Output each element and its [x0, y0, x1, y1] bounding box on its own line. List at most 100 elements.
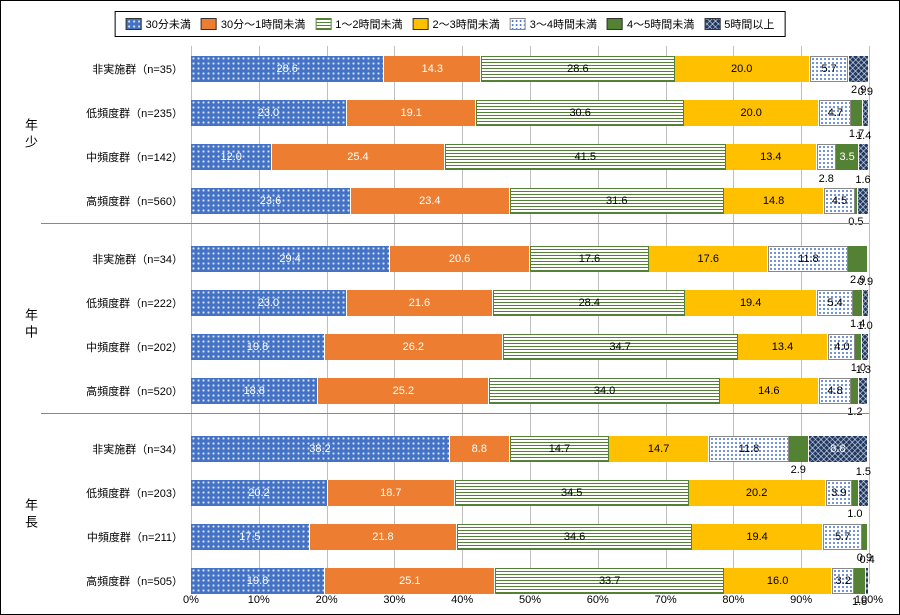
- row-label: 非実施群（n=34）: [92, 441, 183, 457]
- legend-item: 30分～1時間未満: [201, 16, 305, 32]
- bar-segment: 8.8: [809, 436, 869, 462]
- row-label: 中頻度群（n=211）: [87, 529, 183, 545]
- stacked-bar: 18.825.234.014.64.81.21.3: [191, 378, 869, 404]
- bar-segment: 21.8: [310, 524, 458, 550]
- bar-segment: 25.1: [325, 568, 495, 594]
- row-label: 低頻度群（n=222）: [86, 295, 183, 311]
- x-tick-label: 50%: [519, 594, 541, 606]
- bar-segment: 33.7: [495, 568, 723, 594]
- x-tick-label: 90%: [790, 594, 812, 606]
- segment-value: 25.1: [399, 575, 420, 587]
- group-label: 年中: [21, 308, 40, 342]
- segment-value: 19.8: [247, 341, 268, 353]
- bar-segment: 1.0: [855, 334, 862, 360]
- legend-swatch: [412, 18, 428, 30]
- segment-value: 1.8: [852, 596, 867, 608]
- segment-value: 26.2: [403, 341, 424, 353]
- segment-value: 13.4: [772, 341, 793, 353]
- gridline: [869, 46, 870, 584]
- bar-row: 中頻度群（n=142）12.025.441.513.42.83.51.4: [191, 144, 869, 170]
- bar-segment: 11.8: [709, 436, 789, 462]
- bar-row: 高頻度群（n=505）19.825.133.716.03.21.80.4: [191, 568, 869, 594]
- bar-segment: 20.0: [684, 100, 820, 126]
- segment-value: 17.5: [239, 531, 260, 543]
- x-tick-label: 30%: [383, 594, 405, 606]
- bar-segment: 12.0: [191, 144, 272, 170]
- stacked-bar: 23.019.130.620.04.71.70.9: [191, 100, 869, 126]
- bar-segment: 25.2: [318, 378, 489, 404]
- segment-value: 5.4: [828, 297, 843, 309]
- bar-segment: 20.2: [191, 480, 328, 506]
- x-tick-label: 20%: [316, 594, 338, 606]
- legend-item: 4～5時間未満: [607, 16, 694, 32]
- x-tick-label: 0%: [183, 594, 199, 606]
- bar-row: 低頻度群（n=203）20.218.734.520.23.91.01.5: [191, 480, 869, 506]
- bar-row: 非実施群（n=34）38.28.814.714.711.82.98.8: [191, 436, 869, 462]
- segment-value: 3.9: [831, 487, 846, 499]
- bar-segment: 28.4: [493, 290, 685, 316]
- segment-value: 25.2: [393, 385, 414, 397]
- segment-value: 19.4: [740, 297, 761, 309]
- bar-segment: 0.9: [863, 100, 869, 126]
- bar-segment: 20.6: [390, 246, 530, 272]
- bar-segment: 28.6: [191, 56, 384, 82]
- segment-value: 21.6: [409, 297, 430, 309]
- row-label: 中頻度群（n=142）: [86, 149, 183, 165]
- bar-segment: 4.8: [819, 378, 852, 404]
- bar-row: 低頻度群（n=222）23.021.628.419.45.41.40.9: [191, 290, 869, 316]
- x-tick-label: 40%: [451, 594, 473, 606]
- segment-value: 21.8: [372, 531, 393, 543]
- segment-value: 0.9: [858, 276, 873, 288]
- bar-segment: 34.5: [455, 480, 689, 506]
- segment-value: 23.6: [260, 195, 281, 207]
- segment-value: 5.7: [821, 63, 836, 75]
- bar-segment: 23.4: [351, 188, 510, 214]
- legend-item: 30分未満: [126, 16, 191, 32]
- group-label: 年少: [21, 118, 40, 152]
- bar-segment: 18.8: [191, 378, 318, 404]
- segment-value: 14.7: [648, 443, 669, 455]
- segment-value: 28.4: [579, 297, 600, 309]
- bar-segment: 23.0: [191, 290, 347, 316]
- bar-segment: 14.7: [609, 436, 709, 462]
- segment-value: 18.8: [244, 385, 265, 397]
- segment-value: 2.9: [791, 464, 806, 476]
- bar-segment: 14.7: [510, 436, 610, 462]
- segment-value: 12.0: [220, 151, 241, 163]
- segment-value: 20.2: [248, 487, 269, 499]
- segment-value: 14.6: [758, 385, 779, 397]
- bar-segment: 3.2: [832, 568, 854, 594]
- bar-segment: 2.9: [789, 436, 809, 462]
- segment-value: 34.6: [564, 531, 585, 543]
- segment-value: 30.6: [569, 107, 590, 119]
- stacked-bar: 17.521.834.619.45.70.9: [191, 524, 869, 550]
- segment-value: 0.9: [858, 86, 873, 98]
- bar-segment: 19.4: [685, 290, 816, 316]
- segment-value: 23.0: [258, 297, 279, 309]
- bar-segment: 14.8: [724, 188, 824, 214]
- bar-segment: 41.5: [445, 144, 726, 170]
- segment-value: 34.0: [594, 385, 615, 397]
- bar-segment: 13.4: [738, 334, 829, 360]
- bar-segment: 3.5: [836, 144, 860, 170]
- bar-segment: 1.5: [859, 480, 869, 506]
- legend-swatch: [315, 18, 331, 30]
- segment-value: 18.7: [380, 487, 401, 499]
- segment-value: 17.6: [579, 253, 600, 265]
- bar-segment: 25.4: [272, 144, 444, 170]
- segment-value: 4.0: [834, 341, 849, 353]
- legend-item: 3～4時間未満: [510, 16, 597, 32]
- bar-segment: 18.7: [328, 480, 455, 506]
- legend-label: 3～4時間未満: [530, 16, 597, 32]
- bar-segment: 1.3: [859, 378, 868, 404]
- x-tick-label: 80%: [722, 594, 744, 606]
- bar-segment: 38.2: [191, 436, 450, 462]
- bar-segment: 14.6: [720, 378, 819, 404]
- segment-value: 38.2: [309, 443, 330, 455]
- bar-segment: 1.7: [851, 100, 863, 126]
- segment-value: 0.5: [848, 216, 863, 228]
- legend-label: 1～2時間未満: [335, 16, 402, 32]
- bar-segment: 34.6: [457, 524, 691, 550]
- segment-value: 33.7: [599, 575, 620, 587]
- bar-segment: 5.7: [810, 56, 849, 82]
